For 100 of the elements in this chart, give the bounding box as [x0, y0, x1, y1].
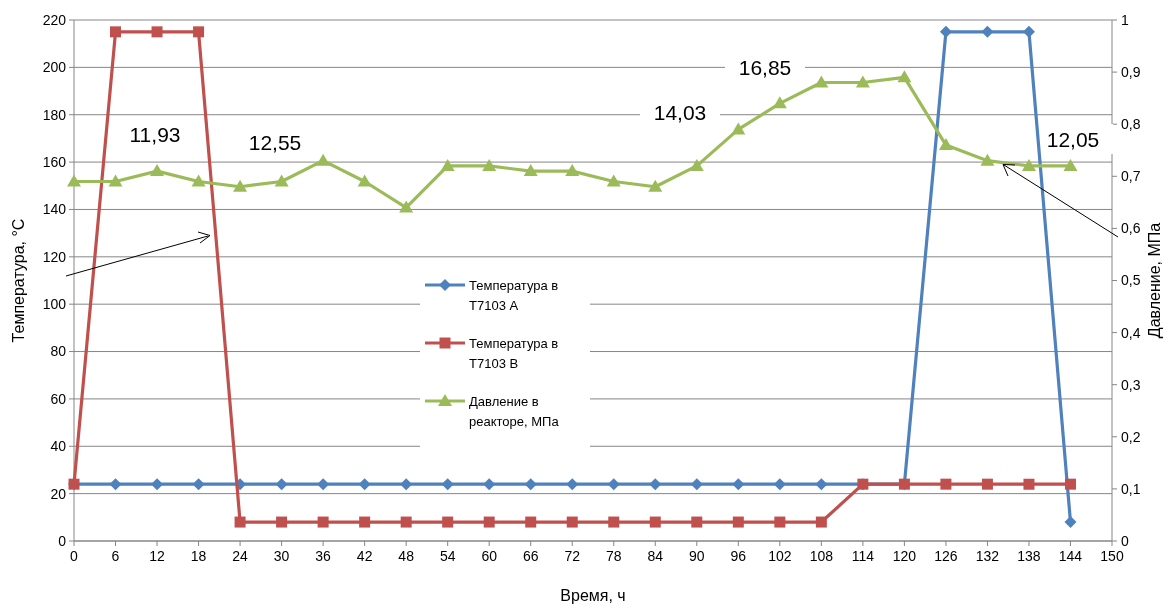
- annotation: 11,93: [129, 123, 181, 147]
- x-tick-label: 30: [273, 548, 290, 564]
- y-tick-label: 0: [58, 532, 67, 549]
- x-tick-label: 120: [892, 548, 917, 564]
- y2-axis-title: Давление, МПа: [1146, 222, 1163, 339]
- point: [109, 478, 122, 491]
- point: [897, 70, 912, 83]
- y-axis-title: Температура, °C: [10, 218, 27, 343]
- y-tick-label: 20: [50, 485, 67, 502]
- point: [732, 516, 744, 528]
- legend-label: Давление в реакторе, МПа: [469, 393, 560, 430]
- point: [772, 96, 787, 109]
- y2-tick-label: 0,3: [1121, 376, 1141, 393]
- point: [691, 516, 703, 528]
- x-tick-label: 102: [768, 548, 792, 564]
- point: [440, 158, 455, 171]
- x-tick-label: 6: [111, 548, 120, 564]
- point: [649, 516, 661, 528]
- point: [606, 174, 621, 187]
- x-tick-label: 78: [605, 548, 622, 564]
- point: [939, 25, 952, 38]
- y2-tick-label: 0,6: [1121, 220, 1141, 237]
- point: [275, 478, 288, 491]
- point: [192, 478, 205, 491]
- point: [815, 478, 828, 491]
- point: [67, 174, 81, 187]
- point: [110, 26, 122, 38]
- y-tick-label: 160: [42, 153, 67, 170]
- x-tick-label: 144: [1058, 548, 1083, 564]
- y-tick-label: 60: [50, 390, 67, 407]
- point: [359, 516, 371, 528]
- point: [317, 516, 329, 528]
- point: [276, 516, 288, 528]
- x-tick-label: 108: [809, 548, 834, 564]
- point: [441, 478, 454, 491]
- point: [108, 174, 123, 187]
- point: [233, 179, 248, 192]
- x-tick-label: 60: [481, 548, 498, 564]
- point: [732, 478, 745, 491]
- y-tick-label: 120: [42, 248, 67, 265]
- point: [1021, 158, 1036, 171]
- y-tick-label: 220: [42, 11, 67, 28]
- point: [524, 478, 537, 491]
- point: [274, 174, 289, 187]
- x-axis-title: Время, ч: [560, 587, 626, 604]
- x-tick-label: 48: [398, 548, 415, 564]
- point: [649, 478, 662, 491]
- legend-label: Температура в Т7103 В: [469, 335, 559, 372]
- x-tick-label: 138: [1017, 548, 1041, 564]
- point: [855, 75, 870, 88]
- y-tick-label: 40: [50, 438, 67, 455]
- x-tick-label: 12: [149, 548, 166, 564]
- y2-tick-label: 0,8: [1121, 116, 1141, 133]
- point: [358, 478, 371, 491]
- point: [1064, 516, 1077, 529]
- x-tick-label: 18: [190, 548, 207, 564]
- y-tick-label: 180: [42, 106, 67, 123]
- y-tick-label: 140: [42, 201, 67, 218]
- x-tick-label: 150: [1100, 548, 1124, 564]
- x-tick-label: 66: [522, 548, 539, 564]
- annotation: 12,55: [248, 131, 302, 155]
- y-tick-label: 80: [50, 343, 67, 360]
- x-tick-label: 0: [70, 548, 79, 564]
- point: [482, 158, 497, 171]
- point: [774, 516, 786, 528]
- x-tick-label: 24: [232, 548, 249, 564]
- x-tick-label: 54: [439, 548, 456, 564]
- y2-tick-label: 0,7: [1121, 168, 1141, 185]
- point: [191, 174, 206, 187]
- point: [399, 200, 414, 213]
- y2-tick-label: 0: [1121, 532, 1129, 549]
- y2-tick-label: 1: [1121, 11, 1129, 28]
- x-tick-label: 72: [564, 548, 581, 564]
- point: [523, 164, 538, 177]
- point: [566, 478, 579, 491]
- point: [442, 516, 454, 528]
- x-tick-label: 114: [851, 548, 875, 564]
- point: [357, 174, 372, 187]
- point: [566, 516, 578, 528]
- x-tick-label: 96: [730, 548, 747, 564]
- point: [689, 158, 704, 171]
- point: [814, 75, 829, 88]
- annotation: 12,05: [1046, 128, 1100, 152]
- y-tick-label: 200: [42, 59, 67, 76]
- y2-tick-label: 0,1: [1121, 480, 1141, 497]
- point: [316, 153, 331, 166]
- point: [731, 122, 746, 135]
- annotation: 14,03: [653, 101, 707, 125]
- point: [981, 25, 994, 38]
- x-tick-label: 42: [356, 548, 373, 564]
- y2-tick-label: 0,4: [1121, 324, 1141, 341]
- point: [648, 179, 663, 192]
- x-tick-label: 132: [975, 548, 1000, 564]
- point: [815, 516, 827, 528]
- point: [980, 153, 995, 166]
- x-tick-label: 126: [934, 548, 958, 564]
- y2-tick-label: 0,9: [1121, 64, 1141, 80]
- point: [607, 478, 620, 491]
- point: [1064, 478, 1076, 490]
- y2-tick-label: 0,2: [1121, 428, 1141, 445]
